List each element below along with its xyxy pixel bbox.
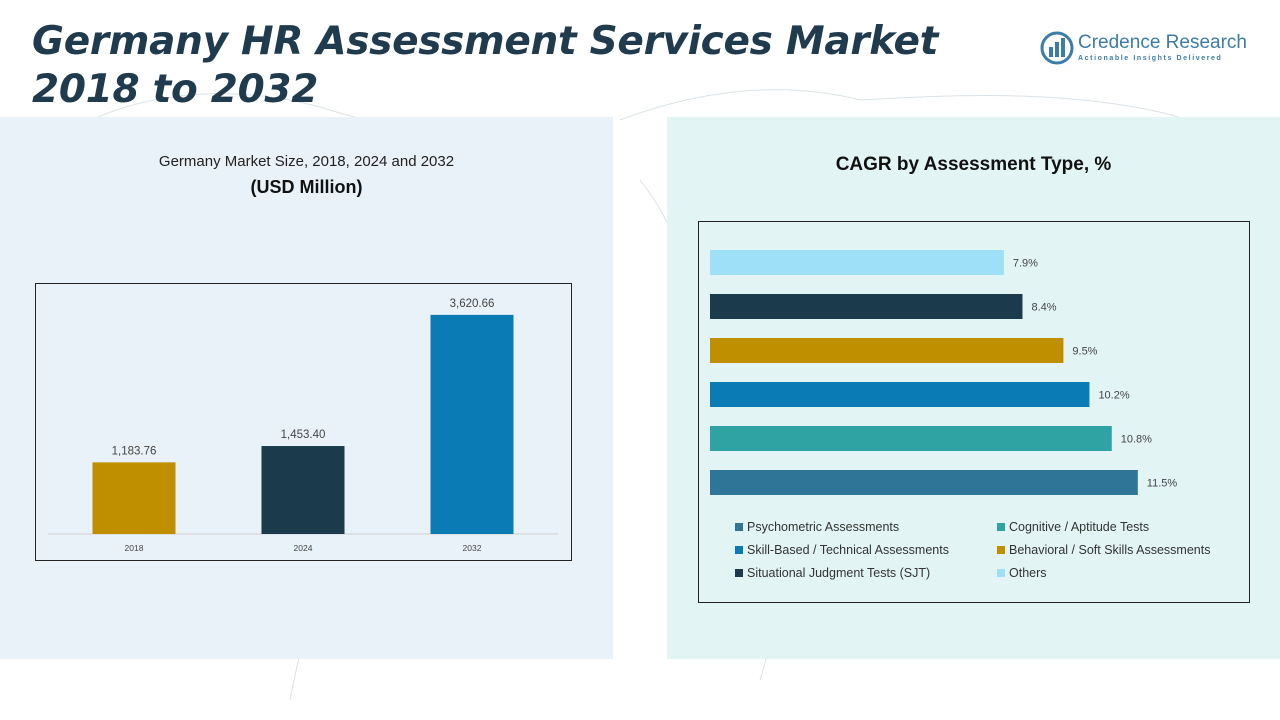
cagr-panel: CAGR by Assessment Type, % 7.9% 8.4% 9.5% 1… [667,117,1280,659]
market-size-bar-chart: 1,183.76 2018 1,453.40 2024 3,620.66 2032 [48,298,558,553]
legend-item: Skill-Based / Technical Assessments [735,543,997,557]
bar-cognitive-aptitude-tests [710,426,1112,451]
legend-swatch [735,546,743,554]
legend-swatch [735,569,743,577]
brand-logo: Credence Research Actionable Insights De… [1040,30,1260,70]
legend-item: Situational Judgment Tests (SJT) [735,566,997,580]
legend-item: Cognitive / Aptitude Tests [997,520,1245,534]
bar-value-label: 3,620.66 [450,298,495,310]
legend-item: Others [997,566,1245,580]
logo-tagline: Actionable Insights Delivered [1078,55,1223,62]
bar-value-label: 10.8% [1121,434,1152,446]
bar-value-label: 8.4% [1031,302,1056,314]
cagr-title: CAGR by Assessment Type, % [835,154,1112,175]
bar-behavioral-soft-skills-assessments [710,338,1064,363]
market-size-chart-frame: 1,183.76 2018 1,453.40 2024 3,620.66 2032 [35,283,572,561]
legend-swatch [735,523,743,531]
legend-label: Behavioral / Soft Skills Assessments [1009,543,1211,557]
legend-swatch [997,569,1005,577]
bar-value-label: 1,453.40 [281,429,326,441]
legend-swatch [997,523,1005,531]
legend-label: Situational Judgment Tests (SJT) [747,566,931,580]
legend-label: Cognitive / Aptitude Tests [1009,520,1150,534]
credence-logo-icon [1040,31,1074,65]
bar-2032 [430,314,514,534]
cagr-horizontal-bar-chart: 7.9% 8.4% 9.5% 10.2% 10.8% 11.5% [710,250,1178,495]
x-tick-label: 2018 [125,543,144,553]
bar-2018 [92,462,176,534]
x-tick-label: 2032 [463,543,482,553]
legend-label: Others [1009,566,1047,580]
cagr-legend: Psychometric Assessments Cognitive / Apti… [735,520,1245,580]
bar-value-label: 10.2% [1098,390,1129,402]
page-title: Germany HR Assessment Services Market 20… [32,19,939,112]
logo-name: Credence Research [1078,32,1247,53]
bar-value-label: 7.9% [1013,258,1038,270]
bar-psychometric-assessments [710,470,1138,495]
legend-label: Psychometric Assessments [747,520,900,534]
market-size-panel: Germany Market Size, 2018, 2024 and 2032… [0,117,613,659]
legend-swatch [997,546,1005,554]
legend-label: Skill-Based / Technical Assessments [747,543,949,557]
x-tick-label: 2024 [294,543,313,553]
market-size-title: Germany Market Size, 2018, 2024 and 2032 [158,153,455,170]
legend-item: Behavioral / Soft Skills Assessments [997,543,1245,557]
cagr-chart-frame: 7.9% 8.4% 9.5% 10.2% 10.8% 11.5% Psychometric… [698,221,1250,603]
bar-value-label: 11.5% [1147,478,1178,490]
bar-value-label: 1,183.76 [112,445,157,457]
legend-item: Psychometric Assessments [735,520,997,534]
bar-others [710,250,1004,275]
bar-skill-based-technical-assessments [710,382,1090,407]
bar-2024 [261,446,345,534]
market-size-unit: (USD Million) [250,177,363,197]
bar-situational-judgment-tests-sjt- [710,294,1023,319]
bar-value-label: 9.5% [1072,346,1097,358]
